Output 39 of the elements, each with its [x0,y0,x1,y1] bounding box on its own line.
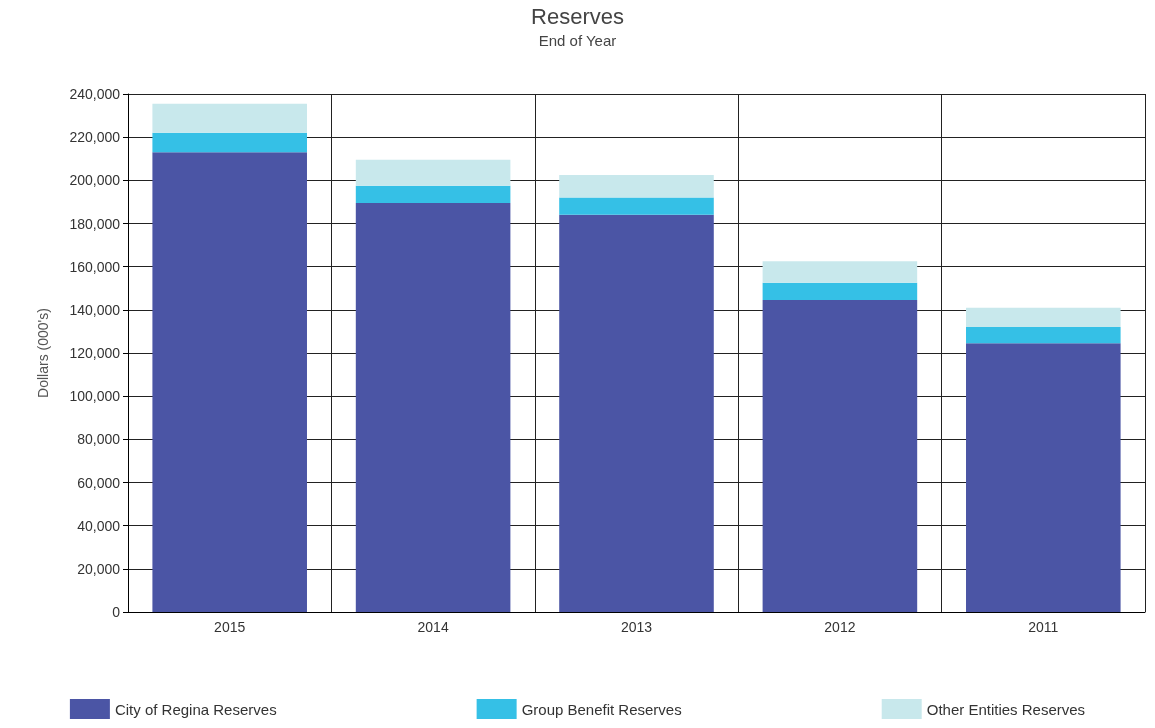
y-tick-label: 160,000 [69,258,121,275]
y-tick-label: 80,000 [77,431,121,448]
y-tick-label: 60,000 [77,474,121,491]
x-tick-label: 2012 [824,619,856,635]
y-tick-label: 20,000 [77,560,121,577]
x-tick-label: 2011 [1028,619,1059,635]
y-tick-label: 220,000 [69,129,121,146]
y-axis-title: Dollars (000's) [35,308,51,398]
bar [559,197,714,215]
bar [966,307,1121,328]
bar [559,174,714,198]
legend-label: Other Entities Reserves [926,700,1086,718]
bar [152,152,307,612]
bar [152,103,307,133]
x-tick-label: 2015 [214,619,246,635]
y-tick-label: 0 [112,604,121,620]
x-tick-label: 2014 [417,619,449,635]
y-tick-label: 180,000 [69,215,121,232]
y-tick-label: 200,000 [69,172,121,189]
bar [762,300,918,612]
y-tick-label: 120,000 [69,345,121,361]
y-tick-label: 40,000 [77,517,121,534]
legend-label: City of Regina Reserves [114,700,277,718]
legend-label: Group Benefit Reserves [521,700,682,718]
bar [966,343,1121,612]
bar [762,282,918,301]
bar [152,132,307,153]
bar [559,214,714,612]
chart-title: Reserves [531,3,624,29]
y-tick-label: 240,000 [69,86,121,102]
bar [762,261,918,283]
y-tick-label: 100,000 [69,388,121,405]
bar [355,203,511,612]
x-tick-label: 2013 [620,619,653,635]
chart-subtitle: End of Year [538,32,617,49]
bar [355,185,511,203]
bar [966,327,1121,344]
y-tick-label: 140,000 [69,301,121,318]
bar [355,159,511,186]
